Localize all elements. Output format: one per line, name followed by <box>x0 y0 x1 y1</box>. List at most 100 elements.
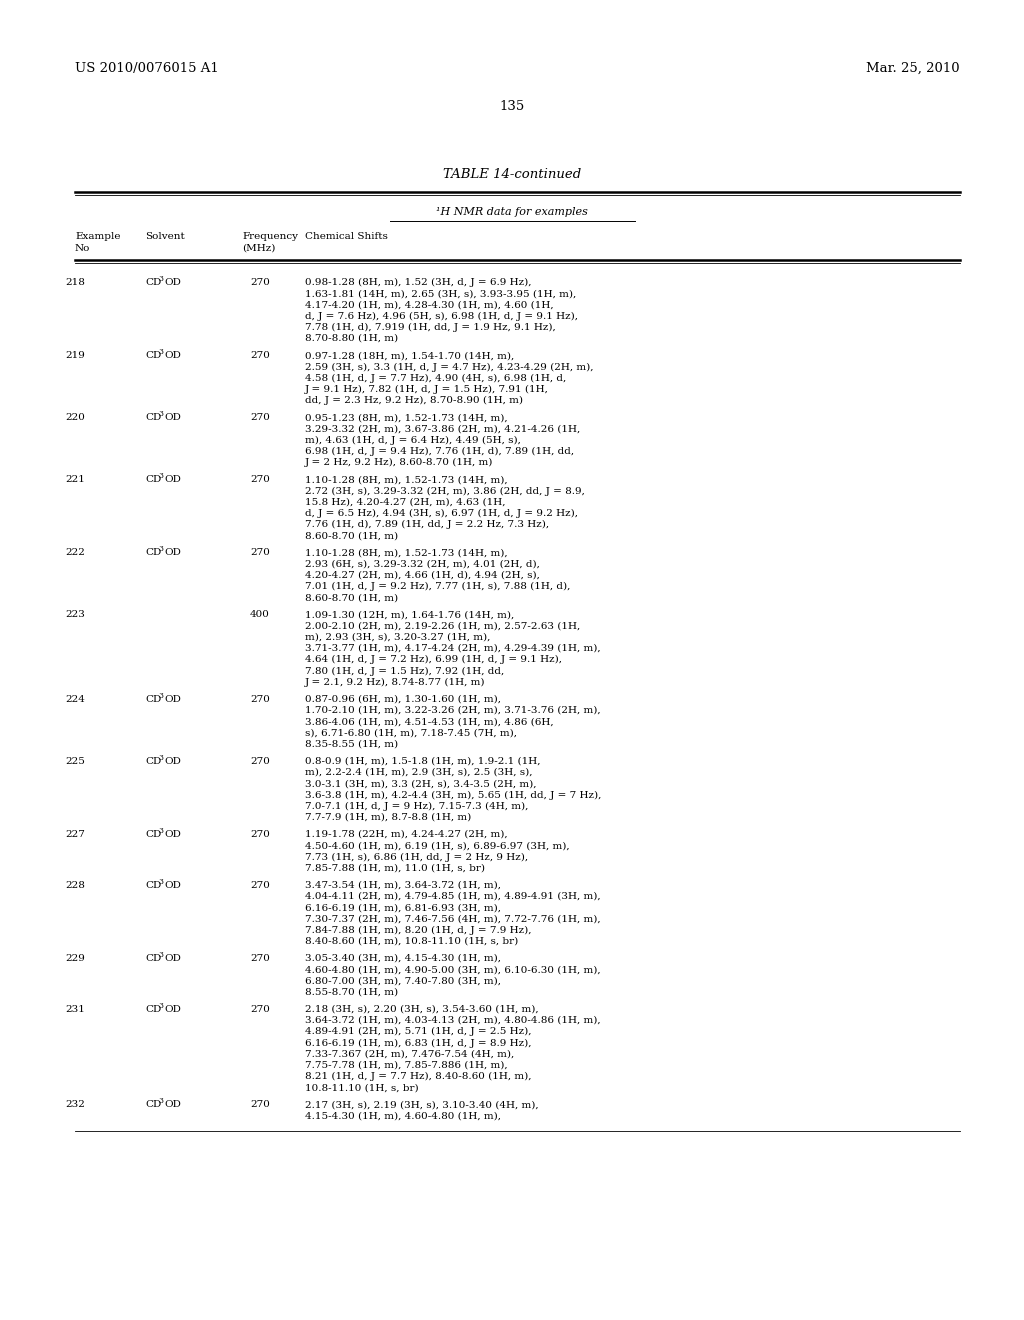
Text: 270: 270 <box>250 548 270 557</box>
Text: US 2010/0076015 A1: US 2010/0076015 A1 <box>75 62 219 75</box>
Text: 3.05-3.40 (3H, m), 4.15-4.30 (1H, m),: 3.05-3.40 (3H, m), 4.15-4.30 (1H, m), <box>305 954 501 964</box>
Text: 10.8-11.10 (1H, s, br): 10.8-11.10 (1H, s, br) <box>305 1084 419 1092</box>
Text: 3: 3 <box>158 754 163 762</box>
Text: 2.59 (3H, s), 3.3 (1H, d, J = 4.7 Hz), 4.23-4.29 (2H, m),: 2.59 (3H, s), 3.3 (1H, d, J = 4.7 Hz), 4… <box>305 363 594 371</box>
Text: 8.70-8.80 (1H, m): 8.70-8.80 (1H, m) <box>305 334 398 343</box>
Text: 270: 270 <box>250 351 270 360</box>
Text: ¹H NMR data for examples: ¹H NMR data for examples <box>436 207 588 216</box>
Text: 4.89-4.91 (2H, m), 5.71 (1H, d, J = 2.5 Hz),: 4.89-4.91 (2H, m), 5.71 (1H, d, J = 2.5 … <box>305 1027 531 1036</box>
Text: 4.64 (1H, d, J = 7.2 Hz), 6.99 (1H, d, J = 9.1 Hz),: 4.64 (1H, d, J = 7.2 Hz), 6.99 (1H, d, J… <box>305 655 562 664</box>
Text: 223: 223 <box>66 610 85 619</box>
Text: 8.60-8.70 (1H, m): 8.60-8.70 (1H, m) <box>305 531 398 540</box>
Text: 3: 3 <box>158 1097 163 1105</box>
Text: m), 2.2-2.4 (1H, m), 2.9 (3H, s), 2.5 (3H, s),: m), 2.2-2.4 (1H, m), 2.9 (3H, s), 2.5 (3… <box>305 768 532 777</box>
Text: 218: 218 <box>66 279 85 286</box>
Text: 4.04-4.11 (2H, m), 4.79-4.85 (1H, m), 4.89-4.91 (3H, m),: 4.04-4.11 (2H, m), 4.79-4.85 (1H, m), 4.… <box>305 892 601 902</box>
Text: 1.09-1.30 (12H, m), 1.64-1.76 (14H, m),: 1.09-1.30 (12H, m), 1.64-1.76 (14H, m), <box>305 610 514 619</box>
Text: J = 2.1, 9.2 Hz), 8.74-8.77 (1H, m): J = 2.1, 9.2 Hz), 8.74-8.77 (1H, m) <box>305 677 485 686</box>
Text: CD: CD <box>145 694 161 704</box>
Text: 7.78 (1H, d), 7.919 (1H, dd, J = 1.9 Hz, 9.1 Hz),: 7.78 (1H, d), 7.919 (1H, dd, J = 1.9 Hz,… <box>305 323 556 331</box>
Text: 6.80-7.00 (3H, m), 7.40-7.80 (3H, m),: 6.80-7.00 (3H, m), 7.40-7.80 (3H, m), <box>305 977 501 986</box>
Text: 0.98-1.28 (8H, m), 1.52 (3H, d, J = 6.9 Hz),: 0.98-1.28 (8H, m), 1.52 (3H, d, J = 6.9 … <box>305 279 531 288</box>
Text: 7.76 (1H, d), 7.89 (1H, dd, J = 2.2 Hz, 7.3 Hz),: 7.76 (1H, d), 7.89 (1H, dd, J = 2.2 Hz, … <box>305 520 549 529</box>
Text: J = 2 Hz, 9.2 Hz), 8.60-8.70 (1H, m): J = 2 Hz, 9.2 Hz), 8.60-8.70 (1H, m) <box>305 458 494 467</box>
Text: CD: CD <box>145 548 161 557</box>
Text: 3: 3 <box>158 411 163 418</box>
Text: CD: CD <box>145 1101 161 1109</box>
Text: d, J = 6.5 Hz), 4.94 (3H, s), 6.97 (1H, d, J = 9.2 Hz),: d, J = 6.5 Hz), 4.94 (3H, s), 6.97 (1H, … <box>305 508 578 517</box>
Text: CD: CD <box>145 475 161 484</box>
Text: 3.6-3.8 (1H, m), 4.2-4.4 (3H, m), 5.65 (1H, dd, J = 7 Hz),: 3.6-3.8 (1H, m), 4.2-4.4 (3H, m), 5.65 (… <box>305 791 601 800</box>
Text: OD: OD <box>164 880 181 890</box>
Text: OD: OD <box>164 413 181 422</box>
Text: OD: OD <box>164 279 181 286</box>
Text: Chemical Shifts: Chemical Shifts <box>305 232 388 242</box>
Text: CD: CD <box>145 880 161 890</box>
Text: 3.0-3.1 (3H, m), 3.3 (2H, s), 3.4-3.5 (2H, m),: 3.0-3.1 (3H, m), 3.3 (2H, s), 3.4-3.5 (2… <box>305 779 537 788</box>
Text: 228: 228 <box>66 880 85 890</box>
Text: 224: 224 <box>66 694 85 704</box>
Text: CD: CD <box>145 1005 161 1014</box>
Text: 15.8 Hz), 4.20-4.27 (2H, m), 4.63 (1H,: 15.8 Hz), 4.20-4.27 (2H, m), 4.63 (1H, <box>305 498 506 507</box>
Text: 0.97-1.28 (18H, m), 1.54-1.70 (14H, m),: 0.97-1.28 (18H, m), 1.54-1.70 (14H, m), <box>305 351 514 360</box>
Text: 270: 270 <box>250 954 270 964</box>
Text: 4.58 (1H, d, J = 7.7 Hz), 4.90 (4H, s), 6.98 (1H, d,: 4.58 (1H, d, J = 7.7 Hz), 4.90 (4H, s), … <box>305 374 566 383</box>
Text: 4.50-4.60 (1H, m), 6.19 (1H, s), 6.89-6.97 (3H, m),: 4.50-4.60 (1H, m), 6.19 (1H, s), 6.89-6.… <box>305 841 569 850</box>
Text: CD: CD <box>145 756 161 766</box>
Text: 4.17-4.20 (1H, m), 4.28-4.30 (1H, m), 4.60 (1H,: 4.17-4.20 (1H, m), 4.28-4.30 (1H, m), 4.… <box>305 301 554 309</box>
Text: TABLE 14-continued: TABLE 14-continued <box>442 168 582 181</box>
Text: OD: OD <box>164 548 181 557</box>
Text: 3: 3 <box>158 275 163 282</box>
Text: 6.98 (1H, d, J = 9.4 Hz), 7.76 (1H, d), 7.89 (1H, dd,: 6.98 (1H, d, J = 9.4 Hz), 7.76 (1H, d), … <box>305 446 574 455</box>
Text: 6.16-6.19 (1H, m), 6.83 (1H, d, J = 8.9 Hz),: 6.16-6.19 (1H, m), 6.83 (1H, d, J = 8.9 … <box>305 1039 531 1048</box>
Text: 3: 3 <box>158 692 163 700</box>
Text: 8.55-8.70 (1H, m): 8.55-8.70 (1H, m) <box>305 987 398 997</box>
Text: 0.87-0.96 (6H, m), 1.30-1.60 (1H, m),: 0.87-0.96 (6H, m), 1.30-1.60 (1H, m), <box>305 694 501 704</box>
Text: OD: OD <box>164 1005 181 1014</box>
Text: 270: 270 <box>250 756 270 766</box>
Text: 3: 3 <box>158 348 163 356</box>
Text: 3: 3 <box>158 473 163 480</box>
Text: 3.47-3.54 (1H, m), 3.64-3.72 (1H, m),: 3.47-3.54 (1H, m), 3.64-3.72 (1H, m), <box>305 880 501 890</box>
Text: 225: 225 <box>66 756 85 766</box>
Text: Solvent: Solvent <box>145 232 184 242</box>
Text: 7.0-7.1 (1H, d, J = 9 Hz), 7.15-7.3 (4H, m),: 7.0-7.1 (1H, d, J = 9 Hz), 7.15-7.3 (4H,… <box>305 801 528 810</box>
Text: 4.20-4.27 (2H, m), 4.66 (1H, d), 4.94 (2H, s),: 4.20-4.27 (2H, m), 4.66 (1H, d), 4.94 (2… <box>305 570 540 579</box>
Text: (MHz): (MHz) <box>242 244 275 253</box>
Text: 231: 231 <box>66 1005 85 1014</box>
Text: 8.35-8.55 (1H, m): 8.35-8.55 (1H, m) <box>305 739 398 748</box>
Text: 3: 3 <box>158 545 163 553</box>
Text: 270: 270 <box>250 694 270 704</box>
Text: 7.7-7.9 (1H, m), 8.7-8.8 (1H, m): 7.7-7.9 (1H, m), 8.7-8.8 (1H, m) <box>305 813 471 822</box>
Text: CD: CD <box>145 279 161 286</box>
Text: 7.33-7.367 (2H, m), 7.476-7.54 (4H, m),: 7.33-7.367 (2H, m), 7.476-7.54 (4H, m), <box>305 1049 514 1059</box>
Text: 7.80 (1H, d, J = 1.5 Hz), 7.92 (1H, dd,: 7.80 (1H, d, J = 1.5 Hz), 7.92 (1H, dd, <box>305 667 504 676</box>
Text: 7.01 (1H, d, J = 9.2 Hz), 7.77 (1H, s), 7.88 (1H, d),: 7.01 (1H, d, J = 9.2 Hz), 7.77 (1H, s), … <box>305 582 570 591</box>
Text: J = 9.1 Hz), 7.82 (1H, d, J = 1.5 Hz), 7.91 (1H,: J = 9.1 Hz), 7.82 (1H, d, J = 1.5 Hz), 7… <box>305 385 549 393</box>
Text: 222: 222 <box>66 548 85 557</box>
Text: OD: OD <box>164 954 181 964</box>
Text: 3: 3 <box>158 1002 163 1010</box>
Text: 2.93 (6H, s), 3.29-3.32 (2H, m), 4.01 (2H, d),: 2.93 (6H, s), 3.29-3.32 (2H, m), 4.01 (2… <box>305 560 540 569</box>
Text: m), 2.93 (3H, s), 3.20-3.27 (1H, m),: m), 2.93 (3H, s), 3.20-3.27 (1H, m), <box>305 632 490 642</box>
Text: 7.84-7.88 (1H, m), 8.20 (1H, d, J = 7.9 Hz),: 7.84-7.88 (1H, m), 8.20 (1H, d, J = 7.9 … <box>305 925 531 935</box>
Text: 7.75-7.78 (1H, m), 7.85-7.886 (1H, m),: 7.75-7.78 (1H, m), 7.85-7.886 (1H, m), <box>305 1061 508 1069</box>
Text: 270: 270 <box>250 413 270 422</box>
Text: 220: 220 <box>66 413 85 422</box>
Text: 2.72 (3H, s), 3.29-3.32 (2H, m), 3.86 (2H, dd, J = 8.9,: 2.72 (3H, s), 3.29-3.32 (2H, m), 3.86 (2… <box>305 486 585 495</box>
Text: 3.64-3.72 (1H, m), 4.03-4.13 (2H, m), 4.80-4.86 (1H, m),: 3.64-3.72 (1H, m), 4.03-4.13 (2H, m), 4.… <box>305 1016 601 1026</box>
Text: CD: CD <box>145 954 161 964</box>
Text: 0.8-0.9 (1H, m), 1.5-1.8 (1H, m), 1.9-2.1 (1H,: 0.8-0.9 (1H, m), 1.5-1.8 (1H, m), 1.9-2.… <box>305 756 541 766</box>
Text: 4.15-4.30 (1H, m), 4.60-4.80 (1H, m),: 4.15-4.30 (1H, m), 4.60-4.80 (1H, m), <box>305 1111 501 1121</box>
Text: CD: CD <box>145 351 161 360</box>
Text: 7.85-7.88 (1H, m), 11.0 (1H, s, br): 7.85-7.88 (1H, m), 11.0 (1H, s, br) <box>305 863 485 873</box>
Text: 400: 400 <box>250 610 270 619</box>
Text: 227: 227 <box>66 830 85 840</box>
Text: 270: 270 <box>250 475 270 484</box>
Text: Example: Example <box>75 232 121 242</box>
Text: OD: OD <box>164 1101 181 1109</box>
Text: 1.19-1.78 (22H, m), 4.24-4.27 (2H, m),: 1.19-1.78 (22H, m), 4.24-4.27 (2H, m), <box>305 830 508 840</box>
Text: CD: CD <box>145 830 161 840</box>
Text: dd, J = 2.3 Hz, 9.2 Hz), 8.70-8.90 (1H, m): dd, J = 2.3 Hz, 9.2 Hz), 8.70-8.90 (1H, … <box>305 396 523 405</box>
Text: m), 4.63 (1H, d, J = 6.4 Hz), 4.49 (5H, s),: m), 4.63 (1H, d, J = 6.4 Hz), 4.49 (5H, … <box>305 436 521 445</box>
